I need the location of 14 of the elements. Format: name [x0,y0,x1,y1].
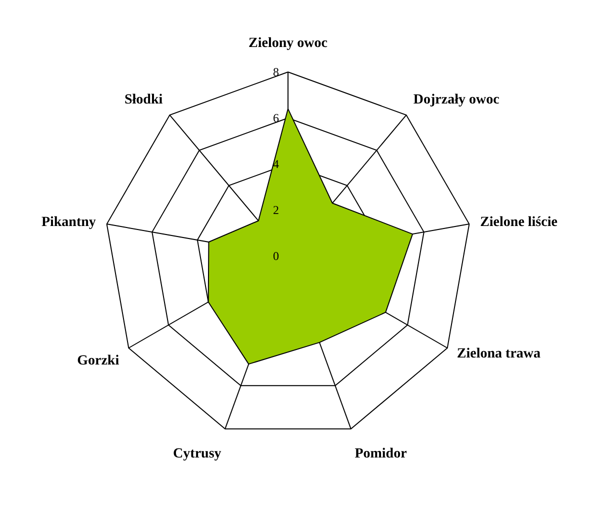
spoke-label: Dojrzały owoc [413,92,500,108]
y-tick-label: 8 [273,65,279,79]
spoke-label: Cytrusy [173,446,222,462]
spoke-label: Pomidor [354,446,407,462]
y-tick-label: 4 [273,157,279,171]
spoke-label: Zielona trawa [456,346,541,362]
y-tick-label: 2 [273,203,279,217]
spoke-label: Gorzki [77,354,120,369]
spoke-label: Zielony owoc [248,36,328,51]
spoke-label: Pikantny [41,215,96,230]
spoke-label: Słodki [124,92,163,108]
y-tick-label: 0 [273,249,279,263]
y-tick-label: 6 [273,111,279,125]
spoke-label: Zielone liście [480,215,558,230]
